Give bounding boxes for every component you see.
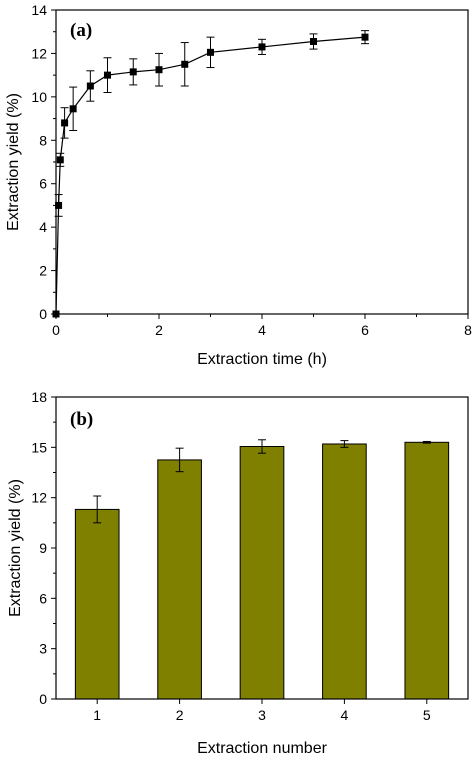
x-tick-label: 0 [52,322,60,338]
chart-panel-a: 0 2 4 6 8 0 2 4 6 8 10 12 14 (a) Extraction time (h)… [5,2,472,368]
bar [239,445,285,700]
series-line-a [55,36,366,315]
data-point [104,71,111,79]
data-point [52,310,60,318]
data-point [155,66,163,74]
axis-ticks-a [51,9,469,319]
data-point [55,201,63,209]
y-tick-label: 9 [39,540,47,556]
bar [322,443,367,700]
data-point [129,68,137,76]
data-point [361,33,369,41]
x-axis-title-b: Extraction number [197,740,328,757]
x-tick-label: 2 [176,707,184,723]
x-tick-label: 1 [93,707,101,723]
y-axis-title-a: Extraction yield (%) [5,93,22,231]
y-tick-label: 2 [39,263,47,279]
y-tick-label: 3 [39,641,47,657]
x-tick-label: 4 [341,707,349,723]
x-tick-label: 8 [464,322,472,338]
data-point [69,105,77,113]
y-tick-label: 10 [31,89,47,105]
tick-labels-a: 0 2 4 6 8 0 2 4 6 8 10 12 14 [31,2,472,338]
panel-label-a: (a) [70,20,92,41]
y-tick-label: 12 [31,490,47,506]
data-point [310,37,317,45]
error-bars-b [93,439,431,524]
bars-b [74,441,450,700]
data-point [56,156,64,164]
axis-ticks-b [51,396,428,704]
y-tick-label: 4 [39,219,47,235]
data-point [61,119,69,127]
error-bars-a [54,30,369,217]
x-axis-title-a: Extraction time (h) [197,351,327,368]
x-tick-label: 6 [361,322,369,338]
data-points-a [52,33,369,318]
y-axis-title-b: Extraction yield (%) [7,479,24,617]
x-tick-label: 3 [258,707,266,723]
y-tick-label: 18 [31,389,47,405]
y-tick-label: 8 [39,132,47,148]
y-tick-label: 6 [39,590,47,606]
data-point [181,60,189,68]
data-point [86,82,94,90]
x-tick-label: 2 [155,322,163,338]
bar [404,441,450,700]
y-tick-label: 15 [31,439,47,455]
y-tick-label: 0 [39,691,47,707]
y-tick-label: 12 [31,45,47,61]
x-tick-label: 4 [258,322,266,338]
x-tick-label: 5 [423,707,431,723]
plot-frame-a [55,9,469,315]
bar [157,459,202,700]
data-point [258,43,266,51]
y-tick-label: 0 [39,306,47,322]
y-tick-label: 14 [31,2,47,18]
y-tick-label: 6 [39,176,47,192]
panel-label-b: (b) [70,409,93,430]
bar [74,508,120,700]
data-point [207,48,214,56]
